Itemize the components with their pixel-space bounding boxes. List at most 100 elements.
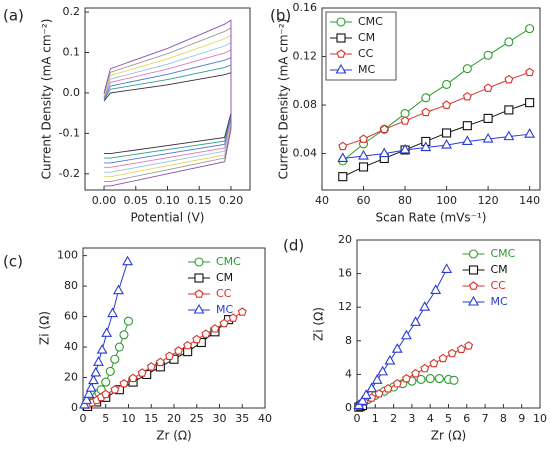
marker [114, 342, 124, 352]
series-line [342, 28, 530, 162]
marker [96, 343, 108, 354]
legend-marker [194, 289, 204, 298]
series-line [103, 64, 232, 159]
legend-marker [469, 281, 478, 290]
x-tick-label: 0.10 [155, 194, 180, 207]
marker [366, 382, 378, 393]
marker [78, 398, 90, 409]
series-line [103, 27, 232, 182]
marker [338, 172, 348, 182]
marker [93, 356, 104, 366]
marker [401, 373, 411, 383]
y-tick-label: 100 [57, 249, 78, 262]
x-tick-label: 4 [427, 412, 434, 425]
marker [421, 93, 431, 103]
marker [384, 354, 396, 365]
plot-frame [82, 247, 266, 409]
y-tick-label: 20 [338, 233, 352, 246]
x-tick-label: 3 [408, 412, 415, 425]
marker [525, 67, 535, 77]
legend-label: MC [491, 295, 508, 308]
marker [119, 378, 129, 388]
y-axis-label: Zi (Ω) [312, 307, 326, 341]
x-tick-label: 35 [235, 412, 249, 425]
marker [85, 382, 97, 392]
marker [359, 134, 368, 143]
marker [105, 366, 115, 376]
panel-label: (c) [3, 253, 23, 271]
x-tick-label: 140 [519, 194, 540, 207]
legend-marker [193, 303, 205, 314]
y-axis-label: Current Density (mA cm⁻²) [40, 19, 54, 180]
marker [107, 307, 119, 318]
legend-marker [468, 249, 479, 259]
marker [101, 327, 113, 337]
plot-frame [321, 7, 541, 191]
y-tick-label: 0 [71, 401, 78, 414]
legend-label: CM [491, 263, 508, 276]
y-tick-label: 60 [64, 310, 78, 323]
marker [504, 74, 514, 84]
marker [101, 377, 111, 387]
y-tick-label: 16 [338, 267, 352, 280]
series-line [103, 42, 232, 173]
marker [81, 394, 93, 404]
x-tick-label: 0 [80, 412, 87, 425]
marker [421, 107, 431, 117]
legend-marker [468, 265, 479, 275]
y-tick-label: 40 [64, 340, 78, 353]
marker [119, 330, 129, 340]
legend-label: CMC [216, 255, 241, 268]
panel-label: (b) [270, 7, 291, 25]
marker [449, 375, 459, 385]
legend-label: CMC [491, 247, 516, 260]
x-tick-label: 7 [482, 412, 489, 425]
y-tick-label: 0.04 [293, 147, 318, 160]
x-axis-label: Zr (Ω) [431, 429, 467, 443]
marker [146, 362, 156, 371]
marker [425, 374, 435, 384]
x-tick-label: 20 [167, 412, 181, 425]
legend-label: CC [491, 279, 507, 292]
x-tick-label: 10 [533, 412, 547, 425]
legend-marker [336, 49, 346, 58]
marker [228, 313, 238, 322]
marker [164, 351, 174, 360]
marker [400, 329, 412, 340]
panel-label: (a) [3, 7, 24, 25]
x-tick-label: 6 [463, 412, 470, 425]
legend-label: CM [358, 31, 375, 44]
marker [462, 121, 472, 131]
marker [338, 141, 348, 151]
marker [442, 128, 452, 138]
marker [416, 374, 426, 384]
x-tick-label: 0.20 [219, 194, 244, 207]
marker [399, 143, 411, 154]
legend-marker [335, 63, 347, 74]
marker [456, 344, 466, 353]
marker [123, 316, 134, 326]
y-axis-label: Zi (Ω) [38, 311, 52, 345]
x-tick-label: 80 [398, 194, 412, 207]
marker [441, 138, 453, 149]
marker [391, 343, 403, 353]
marker [219, 318, 229, 328]
x-tick-label: 40 [258, 412, 272, 425]
marker [122, 255, 134, 266]
marker [90, 366, 102, 377]
marker [462, 91, 472, 101]
x-tick-label: 5 [102, 412, 109, 425]
legend-marker [336, 17, 346, 27]
marker [420, 363, 430, 373]
legend-marker [194, 257, 204, 267]
legend-label: MC [216, 303, 233, 316]
marker [337, 152, 349, 163]
marker [410, 316, 422, 326]
marker [464, 341, 474, 350]
marker [524, 128, 536, 138]
marker [237, 307, 247, 316]
series-line [342, 102, 530, 178]
marker [438, 353, 448, 363]
marker [358, 162, 369, 172]
